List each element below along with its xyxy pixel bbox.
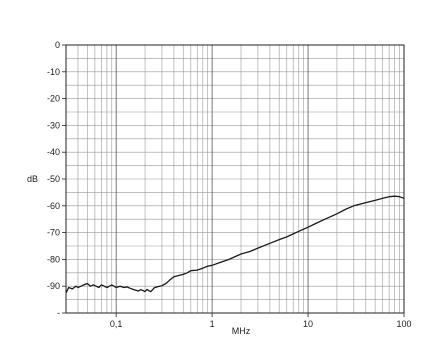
y-tick-label: 0 [55, 40, 60, 50]
x-tick-label: 0,1 [110, 319, 123, 329]
y-tick-label: -90 [47, 281, 60, 291]
y-tick-label: -50 [47, 174, 60, 184]
x-axis-label: MHz [232, 326, 251, 336]
y-tick-label: -30 [47, 120, 60, 130]
grid-layer [65, 44, 405, 314]
x-tick-label: 1 [210, 319, 215, 329]
tick-layer: 0 -10 -20 -30 -40 -50 -60 -70 -80 -90 - 0,1 1 10 100 [47, 40, 412, 329]
series-line [65, 195, 405, 294]
x-tick-label: 10 [303, 319, 313, 329]
y-tick-label: -40 [47, 147, 60, 157]
x-tick-label: 100 [396, 319, 411, 329]
y-axis-label: dB [27, 174, 38, 184]
series-layer [65, 195, 405, 294]
y-tick-label: -60 [47, 201, 60, 211]
y-tick-label: -10 [47, 67, 60, 77]
y-tick-label: -70 [47, 228, 60, 238]
y-tick-label: -20 [47, 94, 60, 104]
y-tick-label: -80 [47, 254, 60, 264]
y-tick-label: - [57, 308, 60, 318]
